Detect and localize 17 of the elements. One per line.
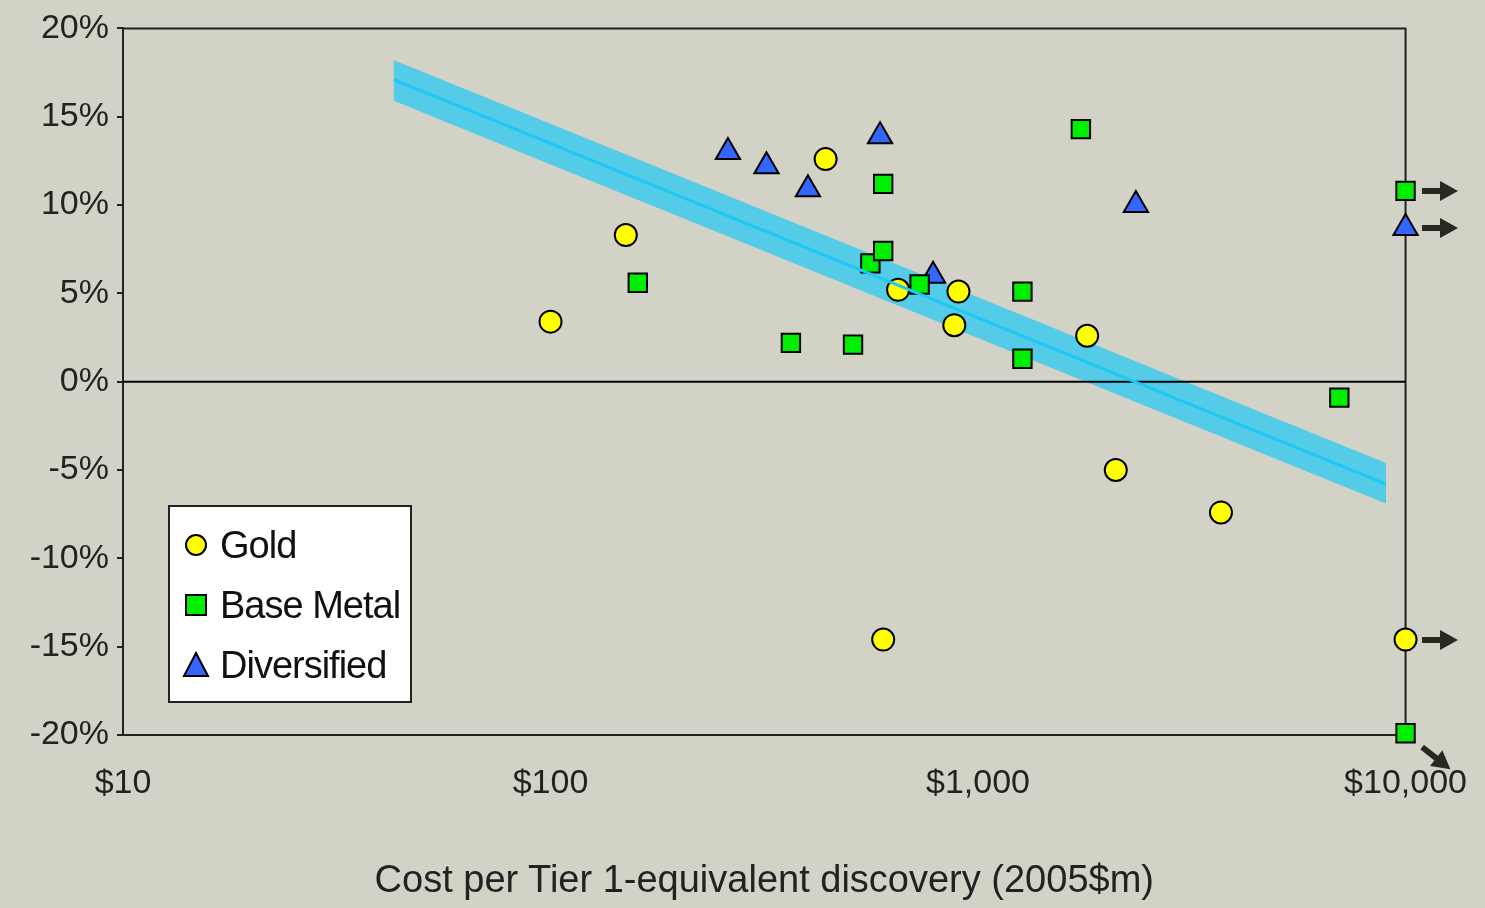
y-tick-label: 10%	[40, 183, 109, 222]
x-tick-label: $10	[94, 761, 152, 800]
y-tick-label: -10%	[29, 536, 109, 575]
x-tick-label: $100	[512, 761, 589, 800]
y-tick-label: 15%	[40, 95, 109, 134]
legend-label: Gold	[220, 523, 297, 567]
y-tick-label: 20%	[40, 6, 109, 45]
y-tick-label: -15%	[29, 625, 109, 664]
y-tick-label: 0%	[59, 360, 109, 399]
x-tick-label: $1,000	[926, 761, 1031, 800]
legend-label: Diversified	[220, 643, 387, 687]
y-tick-label: 5%	[59, 271, 109, 310]
x-axis-title: Cost per Tier 1-equivalent discovery (2005$m)	[374, 857, 1154, 900]
y-tick-label: -5%	[48, 448, 109, 487]
y-tick-label: -20%	[29, 713, 109, 752]
legend-label: Base Metal	[220, 583, 401, 627]
x-tick-label: $10,000	[1344, 761, 1467, 800]
